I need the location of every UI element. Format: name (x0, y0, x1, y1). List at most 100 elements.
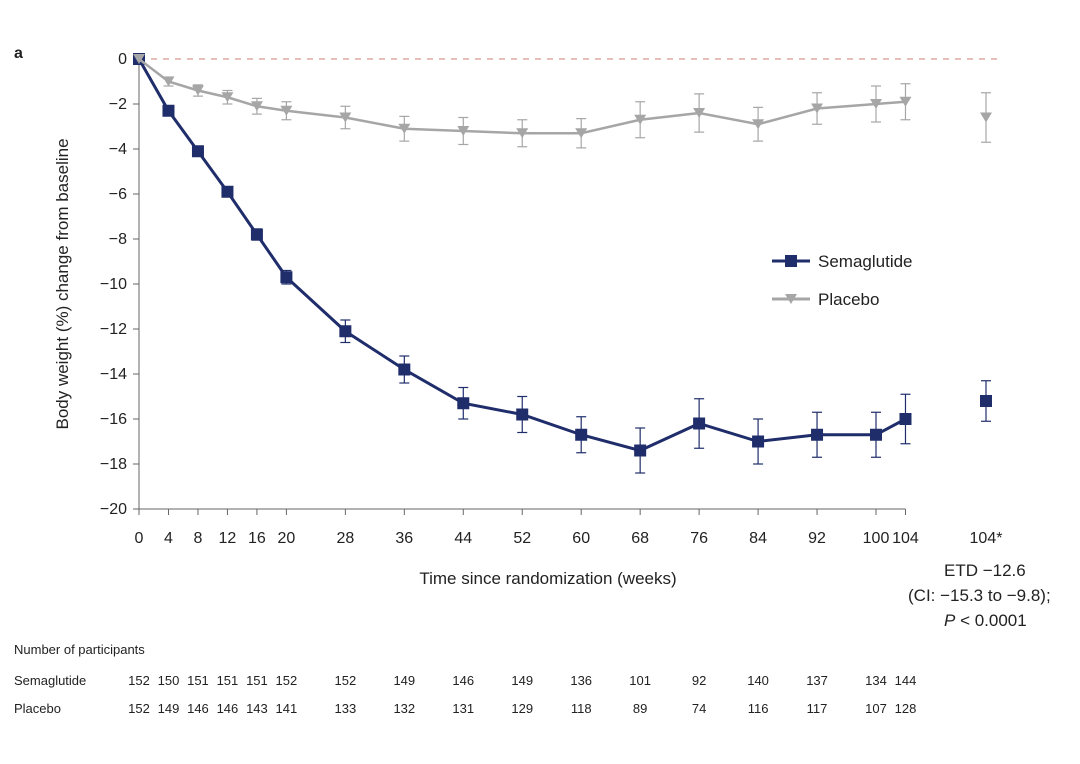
data-point-placebo (250, 101, 263, 112)
participants-cell-semaglutide: 149 (511, 673, 533, 688)
participants-cell-semaglutide: 152 (335, 673, 357, 688)
y-tick-label: −18 (100, 456, 127, 473)
y-tick-label: −16 (100, 411, 127, 428)
participants-cell-placebo: 152 (128, 701, 150, 716)
participants-cell-semaglutide: 151 (187, 673, 209, 688)
x-tick-label: 52 (513, 530, 531, 547)
x-tick-label: 20 (278, 530, 296, 547)
participants-cell-placebo: 143 (246, 701, 268, 716)
participants-cell-semaglutide: 137 (806, 673, 828, 688)
participants-cell-placebo: 89 (633, 701, 647, 716)
data-point-semaglutide (162, 104, 175, 117)
x-tick-label: 60 (572, 530, 590, 547)
x-tick-label: 36 (395, 530, 413, 547)
y-tick-label: −2 (109, 96, 127, 113)
participants-cell-placebo: 116 (748, 701, 769, 716)
legend: Semaglutide Placebo (772, 252, 913, 309)
participants-cell-semaglutide: 152 (276, 673, 298, 688)
data-point-semaglutide (339, 325, 352, 338)
legend-label-placebo: Placebo (818, 290, 879, 309)
data-point-semaglutide (575, 428, 588, 441)
x-tick-label: 68 (631, 530, 649, 547)
participants-cells: 152 150 151 151 151 152 152 149 146 149 136 101 92 14… (128, 673, 916, 716)
y-tick-label: −14 (100, 366, 127, 383)
participants-cell-semaglutide: 92 (692, 673, 706, 688)
x-tick-label: 4 (164, 530, 173, 547)
participants-cell-semaglutide: 146 (452, 673, 474, 688)
data-point-semaglutide (752, 435, 765, 448)
data-point-placebo (191, 85, 204, 96)
participants-cell-placebo: 131 (452, 701, 474, 716)
participants-cell-placebo: 146 (187, 701, 209, 716)
x-tick-label: 16 (248, 530, 266, 547)
p-value: < 0.0001 (955, 611, 1026, 630)
y-tick-label: −20 (100, 501, 127, 518)
etd-annotation: ETD −12.6 (CI: −15.3 to −9.8); P < 0.000… (908, 561, 1051, 630)
participants-cell-placebo: 149 (158, 701, 180, 716)
participants-cell-semaglutide: 140 (747, 673, 769, 688)
data-point-extra-semaglutide (980, 395, 992, 407)
x-tick-label: 84 (749, 530, 767, 547)
x-tick-label: 76 (690, 530, 708, 547)
participants-cell-placebo: 107 (865, 701, 887, 716)
data-point-semaglutide (280, 271, 293, 284)
data-point-semaglutide (634, 444, 647, 457)
data-point-placebo (457, 126, 470, 136)
series-placebo (133, 54, 992, 149)
legend-marker-placebo (785, 294, 797, 304)
participants-cell-placebo: 74 (692, 701, 706, 716)
data-point-placebo (634, 114, 647, 125)
data-point-semaglutide (899, 413, 912, 425)
participants-cell-semaglutide: 151 (217, 673, 239, 688)
x-tick-label: 28 (336, 530, 354, 547)
data-point-placebo (693, 108, 706, 118)
y-tick-label: −6 (109, 186, 127, 203)
data-point-semaglutide (398, 363, 411, 376)
x-tick-label: 12 (219, 530, 237, 547)
participants-cell-semaglutide: 136 (570, 673, 592, 688)
data-point-placebo (133, 54, 145, 64)
y-tick-label: −4 (109, 141, 127, 158)
data-point-placebo (575, 128, 588, 139)
series-layer (133, 53, 992, 474)
x-tick-label: 100 (863, 530, 890, 547)
x-axis-title: Time since randomization (weeks) (419, 569, 676, 588)
participants-cell-semaglutide: 134 (865, 673, 887, 688)
y-tick-label: −10 (100, 276, 127, 293)
etd-line-1: ETD −12.6 (944, 561, 1026, 580)
y-tick-label: 0 (118, 51, 127, 68)
participants-cell-semaglutide: 149 (393, 673, 415, 688)
participants-cell-semaglutide: 101 (629, 673, 651, 688)
data-point-semaglutide (457, 397, 470, 410)
x-tick-label: 104 (892, 530, 919, 547)
data-point-semaglutide (250, 228, 263, 241)
series-line-semaglutide (137, 58, 907, 453)
x-tick-label: 8 (194, 530, 203, 547)
data-point-placebo (221, 92, 234, 103)
etd-line-2: (CI: −15.3 to −9.8); (908, 586, 1051, 605)
participants-table: Number of participants Semaglutide Place… (14, 642, 916, 716)
y-tick-label: −8 (109, 231, 127, 248)
data-point-semaglutide (693, 417, 706, 430)
data-point-semaglutide (811, 428, 824, 441)
p-symbol: P (944, 611, 956, 630)
x-tick-label: 44 (454, 530, 472, 547)
data-point-semaglutide (516, 408, 529, 421)
legend-marker-semaglutide (785, 255, 797, 267)
participants-cell-placebo: 128 (895, 701, 917, 716)
participants-cell-semaglutide: 150 (158, 673, 180, 688)
data-point-semaglutide (191, 145, 204, 158)
data-point-placebo (339, 112, 352, 123)
participants-cell-placebo: 118 (571, 701, 592, 716)
data-point-semaglutide (221, 185, 234, 198)
legend-label-semaglutide: Semaglutide (818, 252, 913, 271)
etd-line-3: P < 0.0001 (944, 611, 1027, 630)
data-point-placebo (752, 119, 765, 130)
participants-cell-placebo: 117 (807, 701, 828, 716)
participants-cell-semaglutide: 151 (246, 673, 268, 688)
participants-row-label-placebo: Placebo (14, 701, 61, 716)
participants-cell-placebo: 141 (276, 701, 298, 716)
data-point-placebo (870, 99, 882, 109)
data-point-placebo (899, 96, 912, 107)
